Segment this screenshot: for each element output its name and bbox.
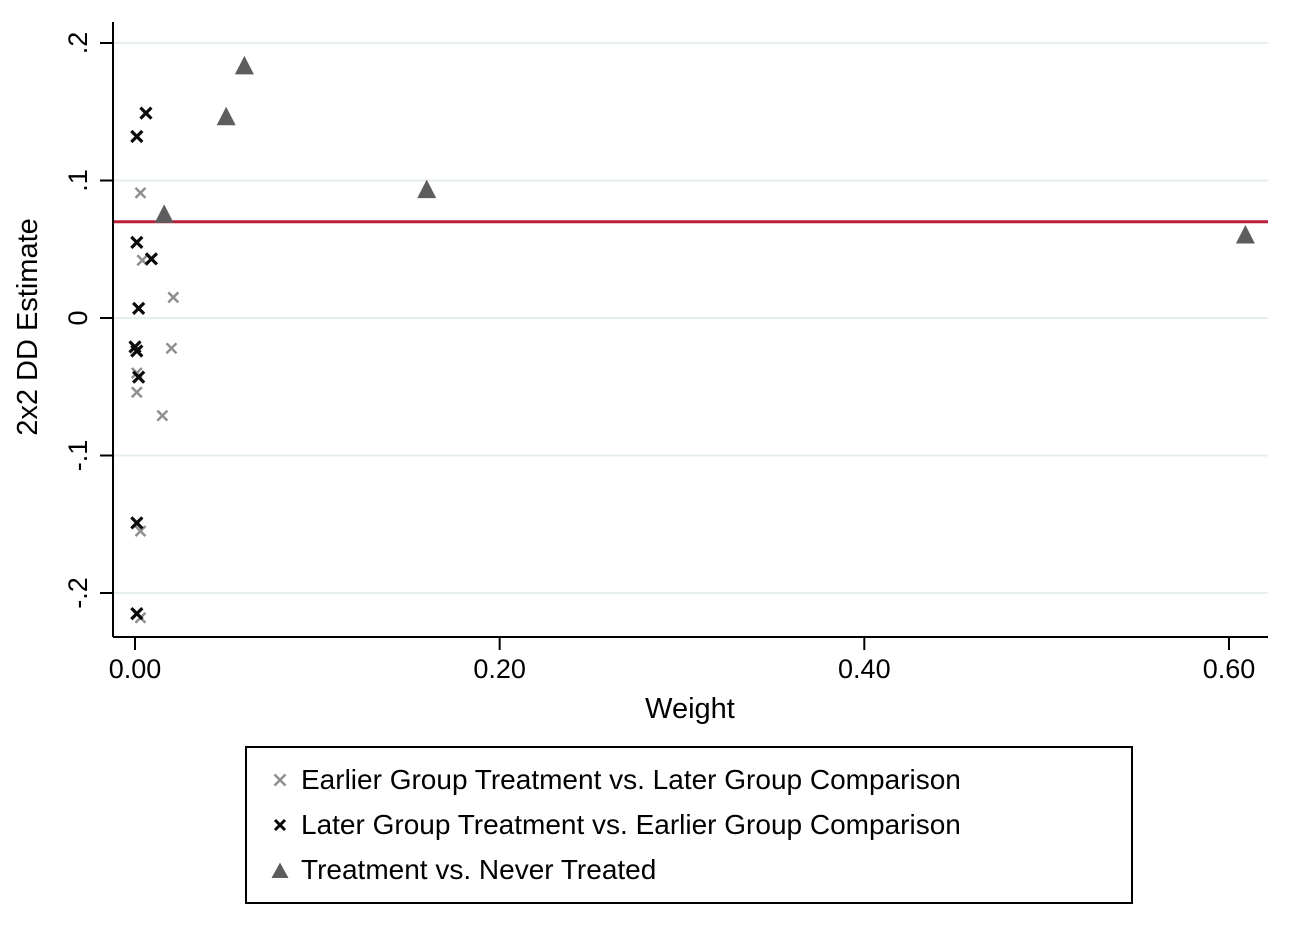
x-axis-title: Weight	[645, 693, 735, 725]
scatter-point-x	[130, 386, 143, 399]
scatter-plot-area: .2 .1 0 -.1 -.2 0.00 0.20 0.40 0.60	[63, 22, 1268, 684]
scatter-point-x	[165, 342, 178, 355]
scatter-point-x	[144, 252, 159, 266]
x-tick-label: 0.60	[1203, 654, 1256, 684]
scatter-point-x	[130, 235, 144, 250]
x-tick-label: 0.40	[838, 654, 891, 684]
legend-item-later-vs-earlier: Later Group Treatment vs. Earlier Group …	[267, 803, 1131, 848]
scatter-point-triangle	[216, 106, 236, 126]
triangle-glyph	[271, 862, 289, 878]
y-tick-label: -.1	[63, 440, 93, 472]
series-2	[154, 55, 1255, 244]
scatter-point-x	[130, 344, 144, 358]
y-tick-label: 0	[63, 310, 93, 325]
legend-label-never-treated: Treatment vs. Never Treated	[301, 854, 657, 885]
legend-item-never-treated: Treatment vs. Never Treated	[267, 848, 1131, 893]
y-axis-title: 2x2 DD Estimate	[12, 218, 44, 436]
scatter-point-x	[132, 301, 146, 316]
scatter-point-x	[139, 106, 153, 120]
scatter-point-triangle	[1235, 225, 1255, 244]
x-tick-label: 0.20	[473, 654, 526, 684]
scatter-point-triangle	[234, 55, 254, 75]
y-tick-label: .1	[63, 169, 93, 192]
y-tick-label: .2	[63, 32, 93, 55]
x-glyph	[273, 773, 287, 787]
scatter-point-x	[130, 129, 144, 144]
scatter-point-triangle	[417, 179, 437, 199]
series-1	[128, 106, 159, 621]
x-glyph	[273, 818, 287, 832]
legend: Earlier Group Treatment vs. Later Group …	[245, 746, 1133, 904]
scatter-point-x	[167, 291, 180, 304]
scatter-point-x	[130, 606, 144, 621]
x-marker-icon	[273, 773, 287, 787]
triangle-marker-icon	[271, 862, 289, 878]
scatter-point-triangle	[154, 204, 174, 223]
scatter-point-x	[132, 370, 146, 384]
y-tick-label: -.2	[63, 577, 93, 609]
scatter-point-x	[134, 525, 147, 538]
legend-label-later-vs-earlier: Later Group Treatment vs. Earlier Group …	[301, 809, 961, 840]
scatter-point-x	[156, 409, 169, 422]
legend-item-earlier-vs-later: Earlier Group Treatment vs. Later Group …	[267, 758, 1131, 803]
x-tick-label: 0.00	[109, 654, 162, 684]
scatter-point-x	[130, 516, 144, 530]
scatter-point-x	[134, 186, 147, 199]
x-marker-icon	[273, 818, 287, 832]
legend-label-earlier-vs-later: Earlier Group Treatment vs. Later Group …	[301, 764, 961, 795]
